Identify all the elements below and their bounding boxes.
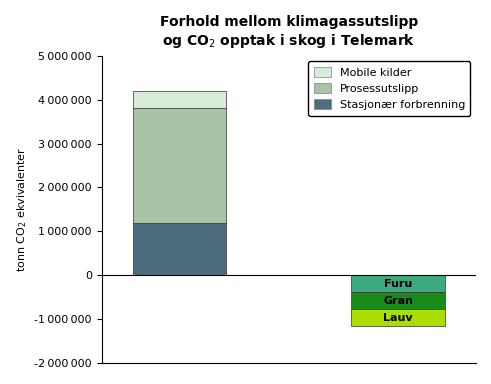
Bar (133, 222, 226, 275)
Text: Furu: Furu (384, 278, 412, 288)
Y-axis label: tonn CO$_2$ ekvivalenter: tonn CO$_2$ ekvivalenter (15, 147, 29, 272)
Title: Forhold mellom klimagassutslipp
og CO$_2$ opptak i skog i Telemark: Forhold mellom klimagassutslipp og CO$_2… (160, 15, 418, 50)
Bar (133, 108, 226, 222)
Bar (351, 275, 445, 292)
Text: Lauv: Lauv (383, 313, 413, 323)
Text: Gran: Gran (383, 296, 413, 306)
Bar (351, 310, 445, 326)
Bar (351, 292, 445, 310)
Bar (133, 91, 226, 108)
Legend: Mobile kilder, Prosessutslipp, Stasjonær forbrenning: Mobile kilder, Prosessutslipp, Stasjonær… (308, 61, 470, 116)
